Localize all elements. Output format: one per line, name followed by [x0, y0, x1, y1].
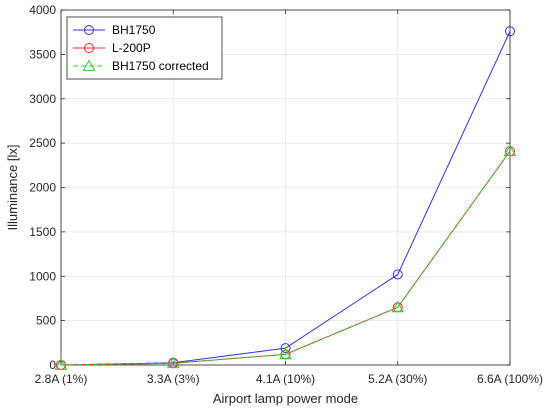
x-tick-label: 6.6A (100%): [477, 372, 543, 386]
data-point: [54, 358, 68, 370]
series-2: [54, 144, 517, 370]
y-tick-label: 2500: [29, 136, 56, 150]
x-tick-label: 3.3A (3%): [147, 372, 200, 386]
legend: BH1750 L-200P BH1750 corrected: [66, 16, 223, 80]
y-tick-label: 0: [49, 358, 56, 372]
legend-swatch-marker: [84, 25, 94, 35]
x-tick-label: 5.2A (30%): [368, 372, 427, 386]
data-point: [166, 356, 180, 369]
data-point: [280, 343, 291, 354]
series-line: [60, 150, 511, 366]
legend-swatch-marker: [82, 59, 96, 71]
x-tick-label: 4.1A (10%): [256, 372, 315, 386]
y-tick-label: 3000: [29, 92, 56, 106]
y-tick-label: 3500: [29, 47, 56, 61]
legend-label: BH1750 corrected: [112, 59, 209, 73]
axes: 0 500 1000 1500 2000 2500 3000 3500 4000 2.8A (1%…: [29, 3, 543, 386]
data-point: [279, 347, 292, 360]
data-point: [392, 269, 403, 280]
y-tick-label: 4000: [29, 3, 56, 17]
legend-label: BH1750: [112, 23, 156, 37]
data-point: [391, 300, 405, 313]
y-tick-label: 2000: [29, 181, 56, 195]
y-tick-label: 500: [36, 314, 56, 328]
x-axis-title: Airport lamp power mode: [213, 391, 358, 406]
y-tick-label: 1500: [29, 225, 56, 239]
data-point: [503, 144, 517, 157]
legend-label: L-200P: [112, 41, 151, 55]
y-tick-label: 1000: [29, 269, 56, 283]
data-point: [505, 26, 515, 37]
y-axis-title: Illuminance [lx]: [5, 145, 20, 231]
series: [54, 26, 517, 370]
x-tick-label: 2.8A (1%): [35, 372, 88, 386]
legend-swatch-marker: [84, 43, 94, 53]
